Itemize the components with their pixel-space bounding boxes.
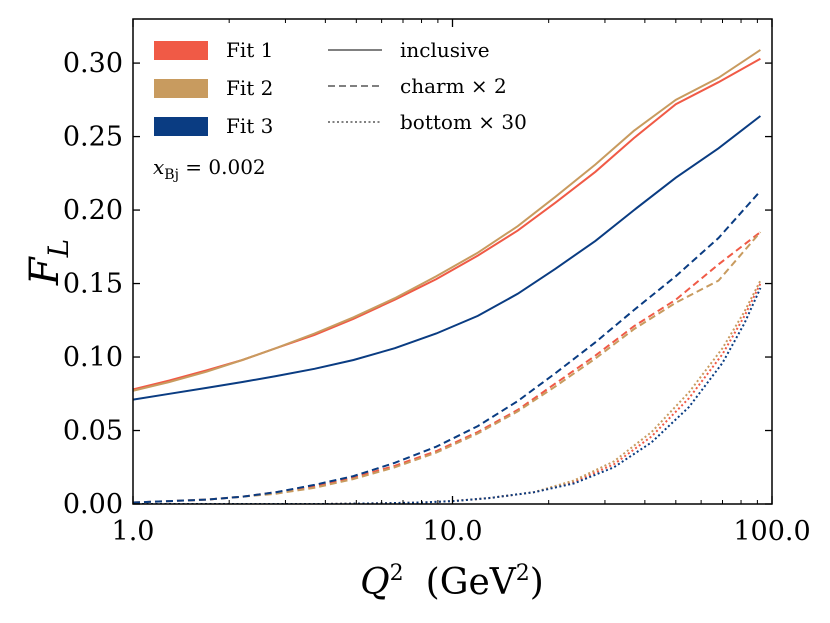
y-axis-var: F [22, 256, 68, 286]
legend-label-dashed: charm × 2 [400, 74, 507, 98]
y-tick-label: 0.15 [63, 269, 123, 300]
annotation-xbj: xBj = 0.002 [153, 155, 266, 183]
legend-label-fit-3: Fit 3 [226, 114, 273, 138]
legend-fits: Fit 1 Fit 2 Fit 3 [154, 38, 273, 138]
y-tick-label: 0.05 [63, 416, 123, 447]
series-line-9 [133, 287, 762, 504]
series-line-6 [133, 190, 762, 504]
series-line-1 [133, 57, 761, 391]
y-tick-label: 0.00 [63, 489, 123, 520]
x-tick-label: 100.0 [733, 516, 810, 547]
ticks-layer: 0.00 0.05 0.10 0.15 0.20 0.25 0.30 1.0 10.0 100.0 [63, 19, 811, 547]
y-tick-label: 0.30 [63, 48, 123, 79]
legend-label-dotted: bottom × 30 [400, 110, 527, 134]
x-tick-label: 10.0 [422, 516, 482, 547]
y-tick-label: 0.20 [63, 195, 123, 226]
annotation-var: x [153, 155, 164, 179]
y-axis-sub: L [42, 239, 75, 259]
x-axis-var-sup: 2 [390, 561, 404, 586]
series-layer [133, 49, 762, 504]
series-line-4 [133, 231, 762, 504]
legend-swatch-fit-2 [154, 79, 208, 98]
series-line-3 [133, 115, 762, 401]
y-axis-title: FL [22, 239, 75, 286]
x-axis-var: Q [360, 562, 390, 603]
legend-swatch-fit-1 [154, 41, 208, 60]
legend-label-solid: inclusive [400, 38, 490, 62]
x-axis-unit-sup: 2 [516, 561, 530, 586]
annotation-sub: Bj [164, 167, 179, 183]
y-tick-label: 0.25 [63, 122, 123, 153]
legend-swatch-fit-3 [154, 117, 208, 136]
legend-label-fit-1: Fit 1 [226, 38, 273, 62]
x-axis-unit: (GeV [426, 562, 517, 603]
x-axis-unit-close: ) [530, 562, 544, 603]
series-line-7 [133, 283, 762, 504]
series-line-8 [133, 280, 762, 504]
x-tick-label: 1.0 [112, 516, 155, 547]
svg-text:Q2(GeV2): Q2 (GeV2) [360, 561, 544, 603]
legend-styles: inclusive charm × 2 bottom × 30 [328, 38, 527, 134]
series-line-2 [133, 49, 761, 392]
svg-text:FL: FL [22, 239, 75, 286]
y-tick-label: 0.10 [63, 342, 123, 373]
x-axis-title: Q2 (GeV2) [360, 561, 544, 603]
series-line-5 [133, 231, 762, 504]
annotation-value: = 0.002 [179, 155, 266, 179]
legend-label-fit-2: Fit 2 [226, 76, 273, 100]
